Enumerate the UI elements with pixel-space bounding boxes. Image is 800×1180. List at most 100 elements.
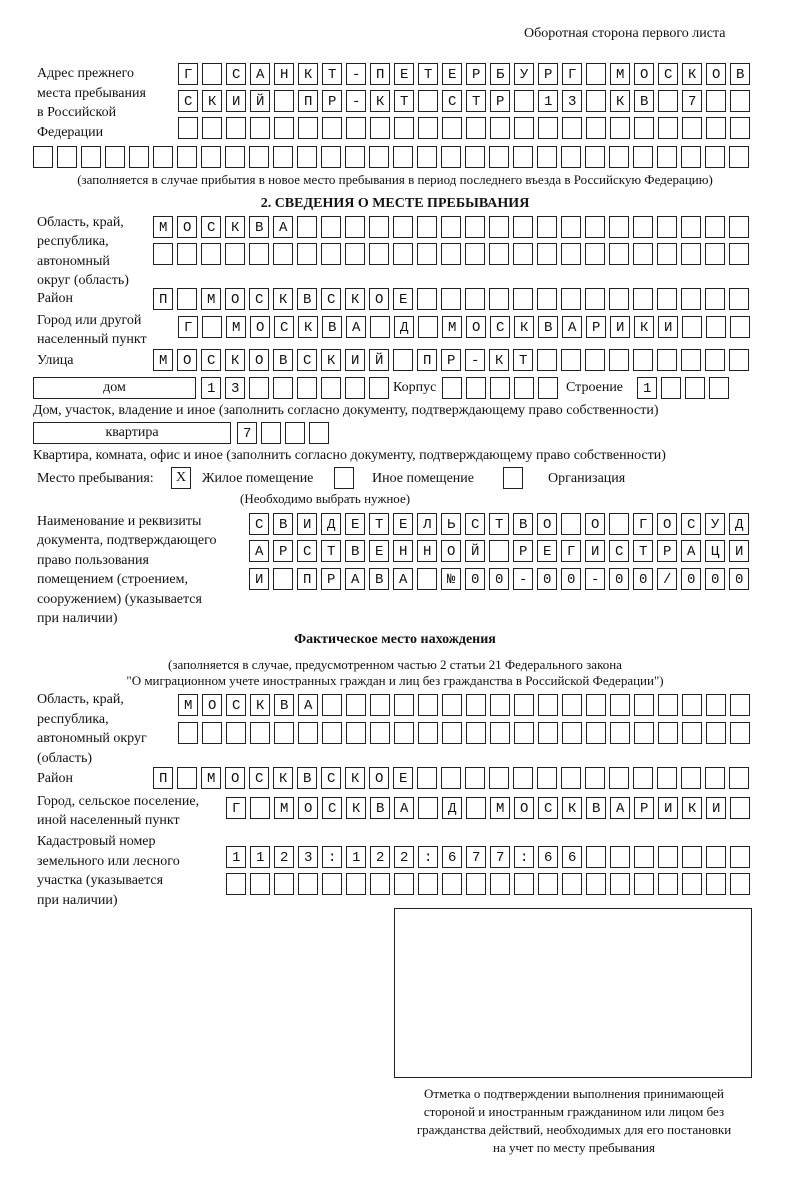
char-box[interactable] [346,63,366,85]
char-box[interactable] [466,63,486,85]
char-box[interactable] [661,377,681,399]
char-box[interactable] [225,243,245,265]
char-box[interactable] [297,146,317,168]
char-box[interactable] [298,90,318,112]
char-box[interactable] [250,117,270,139]
char-box[interactable] [537,349,557,371]
char-box[interactable] [465,146,485,168]
char-box[interactable] [466,316,486,338]
char-box[interactable] [345,767,365,789]
char-box[interactable] [345,540,365,562]
char-box[interactable] [345,243,365,265]
char-box[interactable] [610,722,630,744]
char-box[interactable] [393,288,413,310]
cadastral-row[interactable]: 1123:122:677:66 [226,846,760,869]
char-box[interactable] [178,90,198,112]
char-box[interactable] [514,63,534,85]
char-box[interactable] [322,722,342,744]
char-box[interactable] [730,694,750,716]
char-box[interactable] [610,873,630,895]
char-box[interactable] [441,243,461,265]
char-box[interactable] [466,694,486,716]
district-row[interactable]: П МОСКВСКОЕ [153,288,759,311]
char-box[interactable] [514,694,534,716]
char-box[interactable] [562,797,582,819]
char-box[interactable] [298,846,318,868]
char-box[interactable] [393,243,413,265]
char-box[interactable] [513,540,533,562]
char-box[interactable] [345,146,365,168]
char-box[interactable] [297,568,317,590]
char-box[interactable] [178,694,198,716]
char-box[interactable] [562,694,582,716]
char-box[interactable] [561,568,581,590]
char-box[interactable] [609,767,629,789]
char-box[interactable] [706,117,726,139]
char-box[interactable] [586,797,606,819]
char-box[interactable] [706,873,726,895]
char-box[interactable] [610,117,630,139]
char-box[interactable] [250,846,270,868]
char-box[interactable] [273,513,293,535]
char-box[interactable] [442,63,462,85]
char-box[interactable] [658,316,678,338]
char-box[interactable] [658,694,678,716]
char-box[interactable] [441,568,461,590]
char-box[interactable] [466,722,486,744]
char-box[interactable] [633,288,653,310]
korpus-row[interactable] [442,377,568,400]
char-box[interactable] [634,63,654,85]
prev-address-row[interactable]: СКИЙ ПР-КТ СТР 13 КВ 7 [178,90,760,113]
char-box[interactable] [321,767,341,789]
char-box[interactable] [441,767,461,789]
char-box[interactable] [537,288,557,310]
char-box[interactable] [226,797,246,819]
char-box[interactable] [633,216,653,238]
char-box[interactable] [609,146,629,168]
char-box[interactable] [465,767,485,789]
char-box[interactable] [297,377,317,399]
prev-address-row[interactable] [178,117,760,140]
char-box[interactable] [274,694,294,716]
char-box[interactable] [490,694,510,716]
char-box[interactable] [298,873,318,895]
char-box[interactable] [514,117,534,139]
char-box[interactable] [609,349,629,371]
char-box[interactable] [417,540,437,562]
char-box[interactable] [370,694,390,716]
actual-district-row[interactable]: П МОСКВСКОЕ [153,767,759,790]
char-box[interactable] [466,377,486,399]
char-box[interactable] [178,63,198,85]
char-box[interactable] [705,540,725,562]
char-box[interactable] [562,63,582,85]
char-box[interactable] [322,846,342,868]
char-box[interactable] [610,797,630,819]
char-box[interactable] [249,513,269,535]
char-box[interactable] [369,767,389,789]
char-box[interactable] [441,288,461,310]
char-box[interactable] [682,117,702,139]
char-box[interactable] [249,216,269,238]
char-box[interactable] [634,846,654,868]
char-box[interactable] [370,797,390,819]
char-box[interactable] [249,540,269,562]
char-box[interactable] [441,146,461,168]
char-box[interactable] [346,316,366,338]
char-box[interactable] [418,117,438,139]
char-box[interactable] [586,873,606,895]
char-box[interactable] [346,873,366,895]
document-row[interactable]: СВИДЕТЕЛЬСТВО О ГОСУД [249,513,759,536]
char-box[interactable] [321,146,341,168]
char-box[interactable] [225,146,245,168]
char-box[interactable] [442,377,462,399]
char-box[interactable] [202,316,222,338]
char-box[interactable] [561,767,581,789]
char-box[interactable] [537,568,557,590]
char-box[interactable] [370,117,390,139]
char-box[interactable] [297,540,317,562]
char-box[interactable] [490,797,510,819]
char-box[interactable] [297,216,317,238]
char-box[interactable] [513,216,533,238]
house-type-field[interactable]: дом [33,377,196,399]
char-box[interactable] [369,568,389,590]
